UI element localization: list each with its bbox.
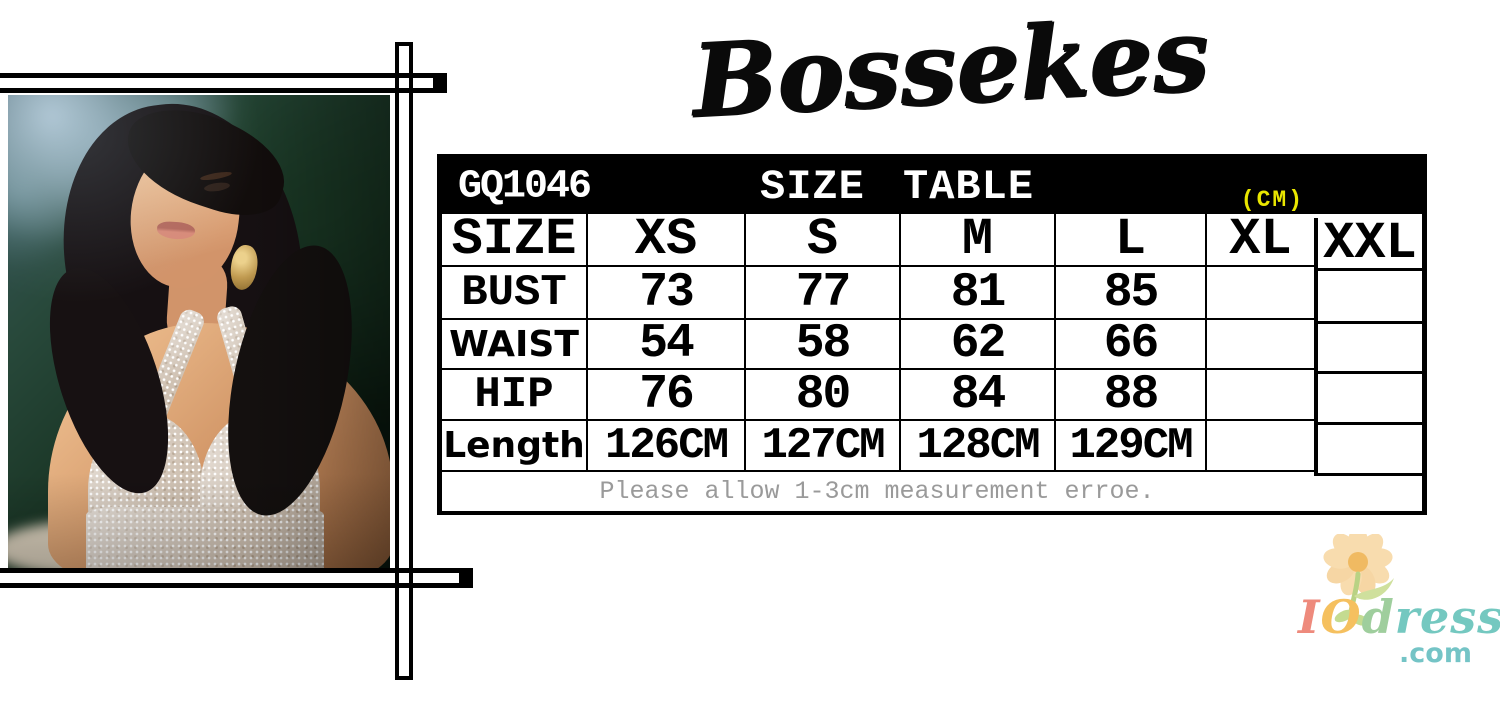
logo-letters-ress: ress [1394, 590, 1500, 644]
measurement-note: Please allow 1-3cm measurement erroe. [599, 477, 1155, 506]
col-header-xxl: XXL [1314, 214, 1422, 273]
logo-com-suffix: .com [1399, 638, 1472, 669]
row-label-length: Length [442, 421, 588, 472]
unit-label: (CM) [1240, 187, 1304, 213]
waist-xxl-cell [1314, 324, 1422, 374]
daisy-flower-icon [1323, 534, 1394, 626]
bust-m-cell: 81 [901, 266, 1056, 320]
bust-xl-cell [1207, 267, 1314, 320]
model-code: GQ1046 [458, 164, 592, 209]
row-label-waist: WAIST [442, 320, 588, 370]
brand-title: Bossekes [688, 0, 1212, 140]
size-table-grid: SIZE XS S M L XL XXL BUST 73 77 81 85 WA… [442, 210, 1422, 476]
iodress-logo: IOdress .com [1298, 534, 1500, 676]
bust-xxl-cell [1314, 271, 1422, 324]
length-xxl-cell [1314, 425, 1422, 476]
length-l-cell: 129CM [1056, 421, 1207, 472]
hip-xxl-cell [1314, 374, 1422, 425]
bust-s-cell: 77 [746, 266, 901, 320]
frame-vertical-bar [395, 42, 413, 680]
logo-letter-o: O [1320, 590, 1362, 644]
hip-xs-cell: 76 [588, 368, 746, 422]
model-photo [8, 95, 390, 568]
bust-xs-cell: 73 [588, 266, 746, 320]
length-s-cell: 127CM [746, 421, 901, 472]
waist-l-cell: 66 [1056, 317, 1207, 371]
size-table-header: GQ1046 SIZE TABLE (CM) [442, 159, 1422, 214]
size-table-title: SIZE TABLE [760, 162, 1035, 211]
waist-s-cell: 58 [746, 317, 901, 371]
bust-l-cell: 85 [1056, 266, 1207, 320]
col-header-size: SIZE [442, 210, 588, 269]
row-label-hip: HIP [442, 370, 588, 421]
hip-m-cell: 84 [901, 368, 1056, 422]
hip-l-cell: 88 [1056, 368, 1207, 422]
row-label-bust: BUST [442, 267, 588, 320]
photo-vignette [8, 95, 390, 568]
length-m-cell: 128CM [901, 421, 1056, 472]
frame-bottom-bar-end-cap [459, 568, 473, 588]
logo-wordmark: IOdress [1298, 590, 1500, 644]
length-xs-cell: 126CM [588, 421, 746, 472]
col-header-xs: XS [588, 210, 746, 269]
frame-bottom-bar [0, 568, 473, 588]
col-header-s: S [746, 210, 901, 269]
hip-xl-cell [1207, 370, 1314, 421]
logo-letter-d: d [1361, 590, 1395, 644]
size-table: GQ1046 SIZE TABLE (CM) SIZE XS S M L XL … [437, 154, 1427, 515]
waist-xl-cell [1207, 320, 1314, 370]
frame-top-bar [0, 73, 447, 93]
col-header-l: L [1056, 210, 1207, 269]
logo-letter-i: I [1298, 590, 1321, 644]
waist-m-cell: 62 [901, 317, 1056, 371]
waist-xs-cell: 54 [588, 317, 746, 371]
dress-bodice [86, 507, 324, 568]
hip-s-cell: 80 [746, 368, 901, 422]
length-xl-cell [1207, 421, 1314, 472]
frame-top-bar-end-cap [433, 73, 447, 93]
col-header-m: M [901, 210, 1056, 269]
col-header-xl: XL [1207, 210, 1314, 269]
